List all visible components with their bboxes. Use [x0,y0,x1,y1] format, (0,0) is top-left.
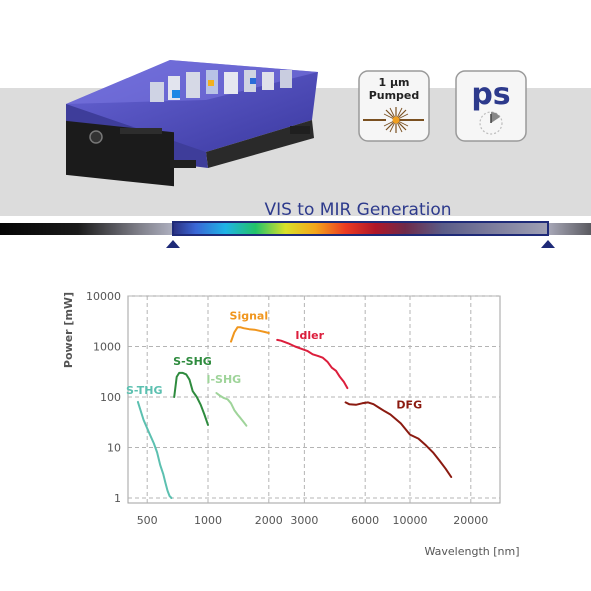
clock-icon [479,111,503,135]
x-tick-label: 500 [137,514,158,527]
series-labels: S-THG S-SHG I-SHG Signal Idler DFG [126,309,422,411]
x-tick-label: 6000 [351,514,379,527]
y-axis-label: Power [mW] [62,292,75,368]
series-label-dfg: DFG [396,399,422,412]
grid [128,295,500,503]
tick-labels: 500 1000 2000 3000 6000 10000 20000 1 10 100 1000 1… [86,290,488,527]
series-lines [136,326,453,499]
x-axis-label: Wavelength [nm] [424,545,519,558]
range-start-marker [166,240,180,248]
x-tick-label: 3000 [290,514,318,527]
y-tick-label: 100 [100,391,121,404]
y-tick-label: 1 [114,492,121,505]
range-end-marker [541,240,555,248]
laser-device-illustration [66,60,318,187]
series-label-signal: Signal [230,309,269,322]
pumped-badge-line1: 1 µm [378,76,409,89]
picosecond-badge: ps [455,70,527,142]
series-line-idler [276,338,349,390]
banner-title: VIS to MIR Generation [264,200,451,220]
y-tick-label: 10000 [86,290,121,303]
series-line-i-shg [215,392,248,427]
plot-frame [127,295,501,504]
pumped-badge-line2: Pumped [369,89,420,102]
x-tick-label: 20000 [453,514,488,527]
x-tick-label: 10000 [393,514,428,527]
x-tick-label: 1000 [194,514,222,527]
power-wavelength-chart: 500 1000 2000 3000 6000 10000 20000 1 10 100 1000 1… [62,290,520,558]
starburst-icon [363,107,424,133]
y-tick-label: 10 [107,442,121,455]
series-line-dfg [344,401,453,478]
series-label-idler: Idler [295,329,324,342]
series-label-i-shg: I-SHG [206,373,241,386]
spectrum-range-frame [172,221,549,236]
series-line-s-shg [173,371,209,426]
series-label-s-shg: S-SHG [173,355,212,368]
pumped-badge: 1 µm Pumped [358,70,430,142]
y-tick-label: 1000 [93,341,121,354]
spectrum-bar [0,221,591,248]
series-label-s-thg: S-THG [126,384,163,397]
series-line-s-thg [136,400,173,499]
x-tick-label: 2000 [255,514,283,527]
picosecond-badge-label: ps [471,77,510,112]
series-line-signal [230,326,270,343]
